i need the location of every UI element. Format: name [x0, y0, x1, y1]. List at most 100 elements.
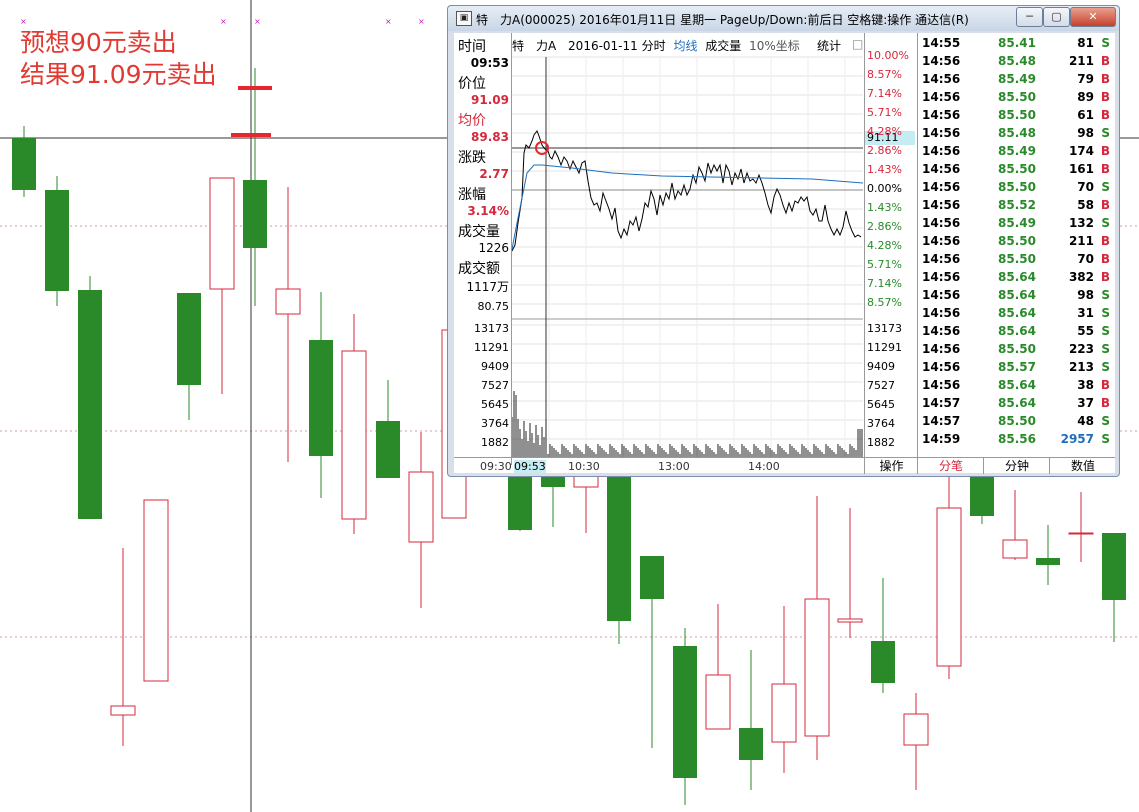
pct-axis-label: 1.43% — [867, 201, 902, 214]
tab-operate[interactable]: 操作 — [864, 458, 918, 474]
tick-side: B — [1100, 144, 1110, 158]
tick-time: 14:56 — [922, 54, 961, 68]
tick-price: 85.41 — [998, 36, 1036, 50]
tick-side: B — [1100, 108, 1110, 122]
tick-side: B — [1100, 234, 1110, 248]
pct-axis-label: 8.57% — [867, 296, 902, 309]
tick-time: 14:56 — [922, 306, 961, 320]
tick-time: 14:57 — [922, 414, 961, 428]
tick-time: 14:56 — [922, 252, 961, 266]
tick-row[interactable]: 14:56 85.50 223 S — [918, 340, 1116, 358]
coord-toggle[interactable]: 10%坐标 — [749, 39, 800, 53]
close-button[interactable]: ✕ — [1070, 7, 1116, 27]
pct-axis-label: 8.57% — [867, 68, 902, 81]
tick-volume: 70 — [1077, 180, 1094, 194]
time-axis-label: 10:30 — [568, 460, 600, 473]
tab-minute[interactable]: 分钟 — [983, 458, 1050, 474]
tick-row[interactable]: 14:56 85.50 161 B — [918, 160, 1116, 178]
tick-row[interactable]: 14:56 85.48 211 B — [918, 52, 1116, 70]
tick-price: 85.50 — [998, 90, 1036, 104]
tick-row[interactable]: 14:56 85.50 70 S — [918, 178, 1116, 196]
tick-price: 85.56 — [998, 432, 1036, 446]
tick-row[interactable]: 14:56 85.48 98 S — [918, 124, 1116, 142]
tick-time: 14:56 — [922, 180, 961, 194]
stats-button[interactable]: 统计 — [817, 39, 842, 53]
minimize-button[interactable]: ─ — [1016, 7, 1043, 27]
tick-price: 85.52 — [998, 198, 1036, 212]
volume-axis-label: 9409 — [481, 360, 509, 373]
tick-row[interactable]: 14:56 85.50 70 B — [918, 250, 1116, 268]
avg-label: 均价 — [458, 113, 486, 129]
tick-row[interactable]: 14:56 85.49 174 B — [918, 142, 1116, 160]
avg-line-toggle[interactable]: 均线 — [673, 39, 698, 53]
tick-price: 85.50 — [998, 414, 1036, 428]
tick-time: 14:56 — [922, 324, 961, 338]
tick-side: S — [1101, 36, 1110, 50]
tick-row[interactable]: 14:56 85.52 58 B — [918, 196, 1116, 214]
pct-axis-label: 1.43% — [867, 163, 902, 176]
tick-time: 14:56 — [922, 288, 961, 302]
tick-row[interactable]: 14:56 85.50 89 B — [918, 88, 1116, 106]
candle-body — [1102, 533, 1126, 600]
volume-axis-label: 5645 — [481, 398, 509, 411]
tick-row[interactable]: 14:59 85.56 2957 S — [918, 430, 1116, 448]
tick-volume: 2957 — [1060, 432, 1094, 446]
tick-time: 14:56 — [922, 198, 961, 212]
tick-price: 85.48 — [998, 54, 1036, 68]
volume-toggle[interactable]: 成交量 — [705, 39, 742, 53]
candle-body — [1068, 532, 1094, 535]
tick-row[interactable]: 14:56 85.64 98 S — [918, 286, 1116, 304]
current-price-tag: 91.11 — [865, 131, 915, 145]
tick-volume: 79 — [1077, 72, 1094, 86]
price-value: 91.09 — [471, 93, 509, 107]
change-value: 2.77 — [479, 167, 509, 181]
tick-volume: 38 — [1077, 378, 1094, 392]
right-axis: 91.11 10.00% 8.57% 7.14% 5.71% 4.28% 2.86% 1.4… — [864, 33, 917, 465]
window-titlebar[interactable]: ▣ 特 力A(000025) 2016年01月11日 星期一 PageUp/Do… — [448, 6, 1119, 31]
pct-axis-label: 2.86% — [867, 220, 902, 233]
tick-row[interactable]: 14:57 85.50 48 S — [918, 412, 1116, 430]
tick-row[interactable]: 14:57 85.64 37 B — [918, 394, 1116, 412]
tick-row[interactable]: 14:55 85.41 81 S — [918, 34, 1116, 52]
tick-row[interactable]: 14:56 85.50 61 B — [918, 106, 1116, 124]
tab-ticks[interactable]: 分笔 — [917, 458, 984, 474]
tick-row[interactable]: 14:56 85.64 55 S — [918, 322, 1116, 340]
chart-date: 2016-01-11 分时 — [568, 39, 666, 53]
maximize-button[interactable]: ▢ — [1043, 7, 1070, 27]
tick-list[interactable]: 14:55 85.41 81 S 14:56 85.48 211 B 14:56 85.49 79 B… — [917, 33, 1116, 458]
time-value: 09:53 — [470, 56, 509, 70]
tick-row[interactable]: 14:56 85.64 38 B — [918, 376, 1116, 394]
bottom-bar: 09:30 09:53 10:30 13:00 14:00 操作 分笔 分钟 数值 — [454, 457, 1115, 474]
chart-stock: 特 力A — [512, 39, 557, 53]
pct-axis-label: 0.00% — [867, 182, 902, 195]
tick-row[interactable]: 14:56 85.49 132 S — [918, 214, 1116, 232]
candle-body — [177, 293, 201, 385]
volume-axis-label: 11291 — [867, 341, 902, 354]
tick-time: 14:56 — [922, 126, 961, 140]
tick-row[interactable]: 14:56 85.57 213 S — [918, 358, 1116, 376]
pct-axis-label: 10.00% — [867, 49, 909, 62]
volume-axis-top: 80.75 — [477, 300, 510, 313]
pct-axis-label: 7.14% — [867, 87, 902, 100]
time-axis-label: 14:00 — [748, 460, 780, 473]
candle-body — [12, 138, 36, 190]
time-axis-label: 13:00 — [658, 460, 690, 473]
tick-volume: 211 — [1068, 234, 1094, 248]
tick-time: 14:56 — [922, 234, 961, 248]
tick-row[interactable]: 14:56 85.49 79 B — [918, 70, 1116, 88]
tick-volume: 70 — [1077, 252, 1094, 266]
average-line — [511, 164, 864, 250]
change-label: 涨跌 — [458, 150, 486, 166]
intraday-chart[interactable]: 特 力A 2016-01-11 分时 均线 成交量 10%坐标 统计 □ — [511, 33, 864, 465]
tab-value[interactable]: 数值 — [1049, 458, 1116, 474]
tick-time: 14:56 — [922, 108, 961, 122]
svg-text:×: × — [418, 17, 425, 26]
candle-body — [871, 641, 895, 683]
stats-checkbox[interactable]: □ — [852, 37, 864, 51]
tick-row[interactable]: 14:56 85.50 211 B — [918, 232, 1116, 250]
candle-body — [243, 180, 267, 248]
tick-row[interactable]: 14:56 85.64 31 S — [918, 304, 1116, 322]
tick-row[interactable]: 14:56 85.64 382 B — [918, 268, 1116, 286]
tick-volume: 98 — [1077, 126, 1094, 140]
tick-time: 14:56 — [922, 378, 961, 392]
